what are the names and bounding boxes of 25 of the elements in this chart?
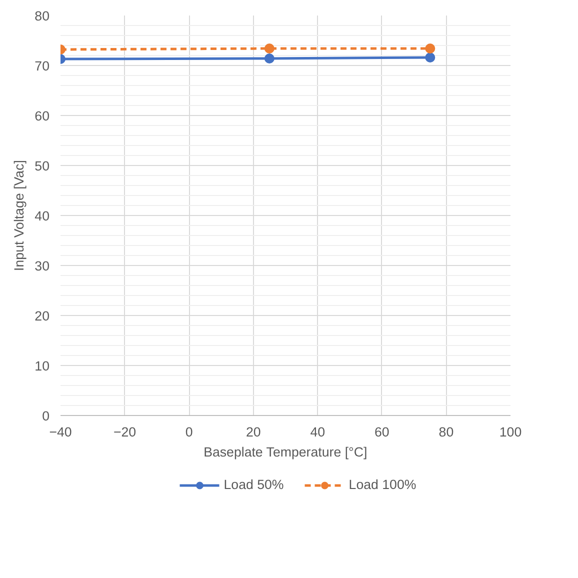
- legend-label: Load 100%: [348, 476, 416, 492]
- x-tick-label: 100: [499, 424, 522, 440]
- y-tick-label: 60: [34, 108, 50, 124]
- x-tick-label: 40: [310, 424, 326, 440]
- y-tick-label: 40: [34, 208, 50, 224]
- x-axis-title: Baseplate Temperature [°C]: [204, 444, 368, 460]
- point: [425, 44, 436, 54]
- x-tick-label: −40: [49, 424, 72, 440]
- y-tick-label: 10: [34, 358, 50, 374]
- y-tick-label: 20: [34, 308, 50, 324]
- y-tick-label: 0: [42, 408, 50, 424]
- point: [264, 54, 274, 64]
- y-tick-label: 70: [34, 58, 50, 74]
- legend-label: Load 50%: [224, 476, 284, 492]
- point: [425, 52, 436, 62]
- y-tick-label: 30: [34, 258, 50, 274]
- x-tick-label: 60: [374, 424, 390, 440]
- y-axis-title: Input Voltage [Vac]: [12, 160, 27, 271]
- x-tick-label: 0: [185, 424, 193, 440]
- y-tick-label: 80: [34, 8, 50, 24]
- x-tick-label: −20: [113, 424, 136, 440]
- point: [264, 44, 274, 54]
- x-tick-label: 80: [438, 424, 454, 440]
- y-tick-label: 50: [34, 158, 50, 174]
- x-tick-label: 20: [246, 424, 261, 440]
